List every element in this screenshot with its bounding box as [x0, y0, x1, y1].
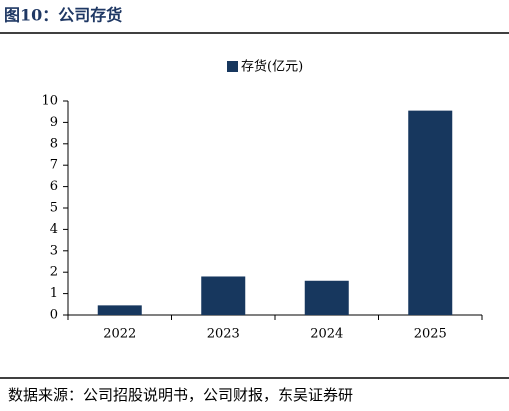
y-tick-label: 0 — [50, 308, 58, 323]
legend-label: 存货(亿元) — [241, 59, 303, 75]
y-tick-label: 6 — [50, 179, 58, 194]
y-tick-label: 5 — [50, 201, 58, 216]
y-tick-label: 8 — [50, 136, 58, 151]
x-tick-label: 2023 — [207, 327, 240, 342]
bar — [201, 276, 246, 315]
source-note: 数据来源：公司招股说明书，公司财报，东吴证券研 — [8, 386, 353, 404]
bar — [304, 280, 349, 315]
x-tick-label: 2024 — [310, 327, 343, 342]
x-tick-label: 2025 — [414, 327, 447, 342]
y-tick-label: 10 — [41, 94, 58, 109]
legend-swatch — [227, 61, 238, 72]
y-tick-label: 2 — [50, 265, 58, 280]
y-tick-label: 7 — [50, 158, 58, 173]
chart-title: 图10：公司存货 — [4, 6, 122, 25]
y-tick-label: 1 — [50, 286, 58, 301]
y-tick-label: 9 — [50, 115, 58, 130]
y-tick-label: 4 — [50, 222, 58, 237]
bar — [408, 110, 453, 315]
x-tick-label: 2022 — [103, 327, 136, 342]
bar — [97, 305, 142, 315]
y-tick-label: 3 — [50, 243, 58, 258]
